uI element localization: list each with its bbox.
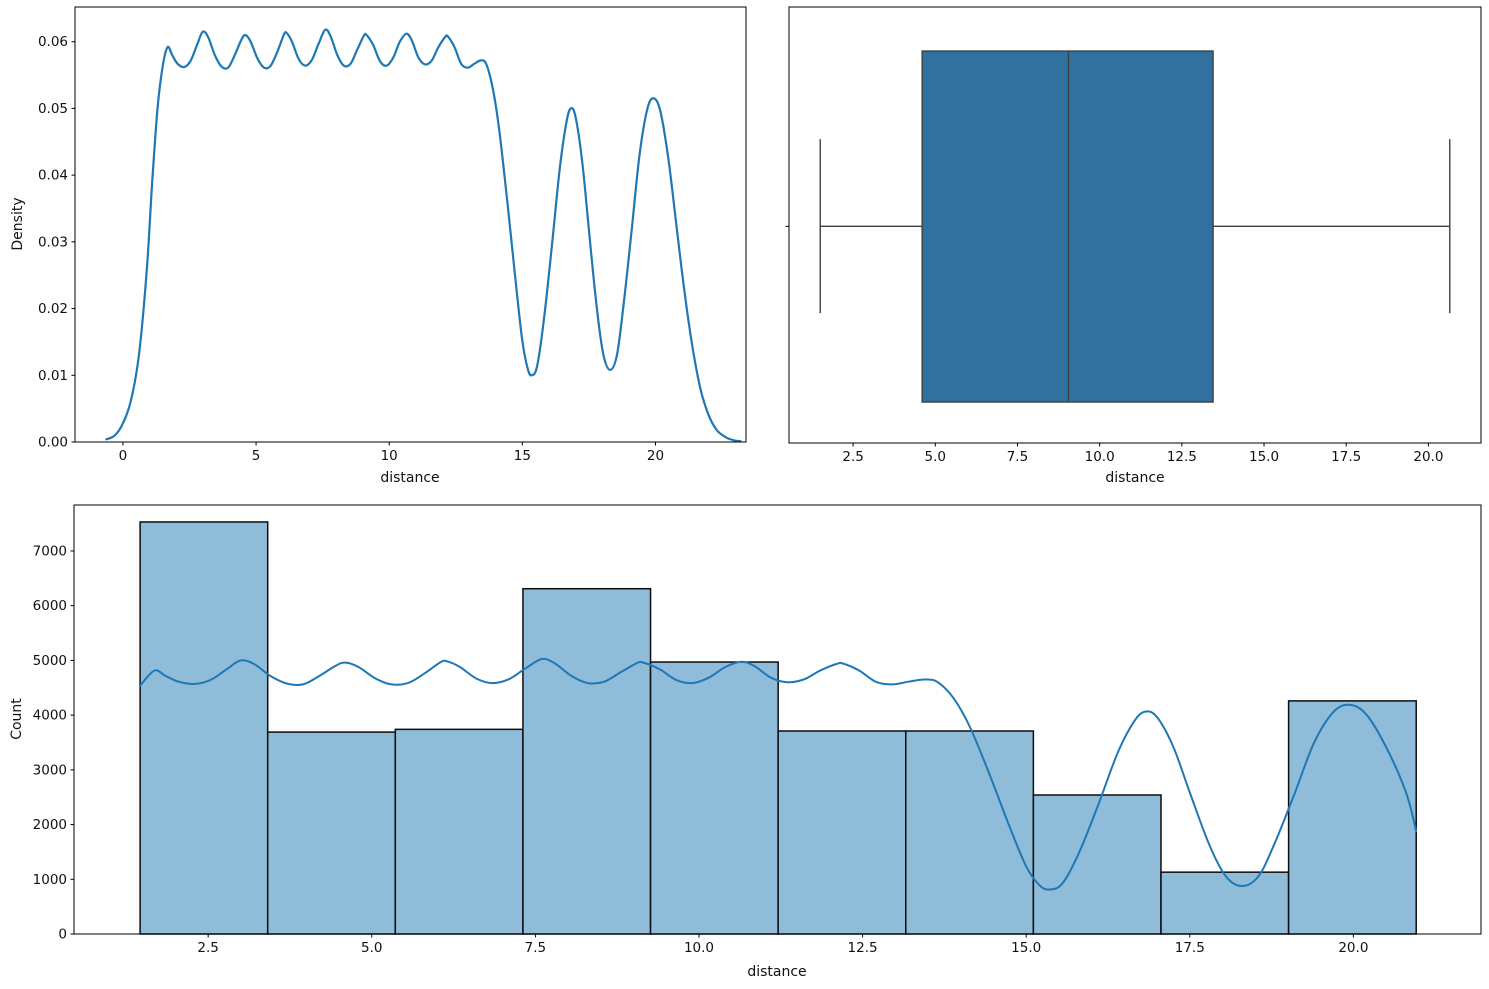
x-tick-label: 15.0: [1011, 940, 1041, 956]
x-tick-label: 7.5: [1007, 449, 1028, 465]
x-tick-label: 5: [252, 448, 261, 464]
x-tick-label: 10.0: [1085, 449, 1115, 465]
y-tick-label: 1000: [33, 872, 67, 888]
x-tick-label: 7.5: [525, 940, 546, 956]
axes-frame: [74, 6, 747, 443]
kde-curve: [139, 657, 1418, 891]
y-tick-label: 0.01: [38, 368, 68, 384]
hist-plot-axes: 2.5 5.0 7.5 10.0 12.5 15.0 17.5 20.0 0 1000 2000 30…: [33, 504, 1482, 956]
kde-xaxis-label: distance: [380, 470, 439, 486]
box-rect: [921, 50, 1214, 403]
y-tick-label: 5000: [33, 653, 67, 669]
y-tick-label: 6000: [33, 598, 67, 614]
histogram-bar: [394, 728, 524, 935]
x-tick-label: 20.0: [1338, 940, 1368, 956]
axes-frame: [788, 6, 1482, 444]
y-tick-label: 0: [58, 927, 67, 943]
x-tick-label: 5.0: [925, 449, 946, 465]
y-tick-label: 0.00: [38, 435, 68, 451]
y-tick-label: 0.03: [38, 234, 68, 250]
y-tick-label: 3000: [33, 762, 67, 778]
histogram-bar: [266, 731, 397, 935]
histogram-bar: [1032, 794, 1162, 935]
y-tick-label: 4000: [33, 708, 67, 724]
x-tick-label: 2.5: [842, 449, 863, 465]
y-tick-label: 0.05: [38, 101, 68, 117]
hist-xaxis-label: distance: [747, 964, 806, 980]
kde-yaxis-label: Density: [10, 197, 26, 250]
hist-yaxis-label: Count: [9, 698, 25, 740]
y-tick-label: 7000: [33, 543, 67, 559]
x-tick-label: 15: [514, 448, 531, 464]
x-tick-label: 12.5: [1167, 449, 1197, 465]
histogram-bar: [905, 730, 1035, 935]
box-xaxis-label: distance: [1105, 470, 1164, 486]
x-tick-label: 0: [119, 448, 128, 464]
kde-plot-axes: 0 5 10 15 20 0.00 0.01 0.02 0.03 0.04 0.05 0.06: [38, 6, 747, 464]
x-tick-label: 17.5: [1175, 940, 1205, 956]
histogram-bar: [649, 661, 779, 935]
histogram-bar: [139, 521, 269, 935]
x-tick-label: 10: [381, 448, 398, 464]
x-tick-label: 10.0: [684, 940, 714, 956]
histogram-bar: [522, 587, 652, 935]
x-tick-label: 5.0: [361, 940, 382, 956]
x-tick-label: 2.5: [197, 940, 218, 956]
axes-frame: [73, 504, 1482, 935]
histogram-bar: [1287, 700, 1417, 935]
box-plot-axes: 2.5 5.0 7.5 10.0 12.5 15.0 17.5 20.0: [785, 6, 1482, 465]
histogram-bar: [777, 730, 907, 935]
x-tick-label: 12.5: [848, 940, 878, 956]
y-tick-label: 0.06: [38, 34, 68, 50]
x-tick-label: 17.5: [1331, 449, 1361, 465]
y-tick-label: 0.04: [38, 168, 68, 184]
x-tick-label: 15.0: [1249, 449, 1279, 465]
x-tick-label: 20.0: [1413, 449, 1443, 465]
y-tick-label: 2000: [33, 817, 67, 833]
y-tick-label: 0.02: [38, 301, 68, 317]
histogram-bar: [1160, 871, 1290, 935]
x-tick-label: 20: [647, 448, 664, 464]
kde-curve: [105, 28, 742, 443]
